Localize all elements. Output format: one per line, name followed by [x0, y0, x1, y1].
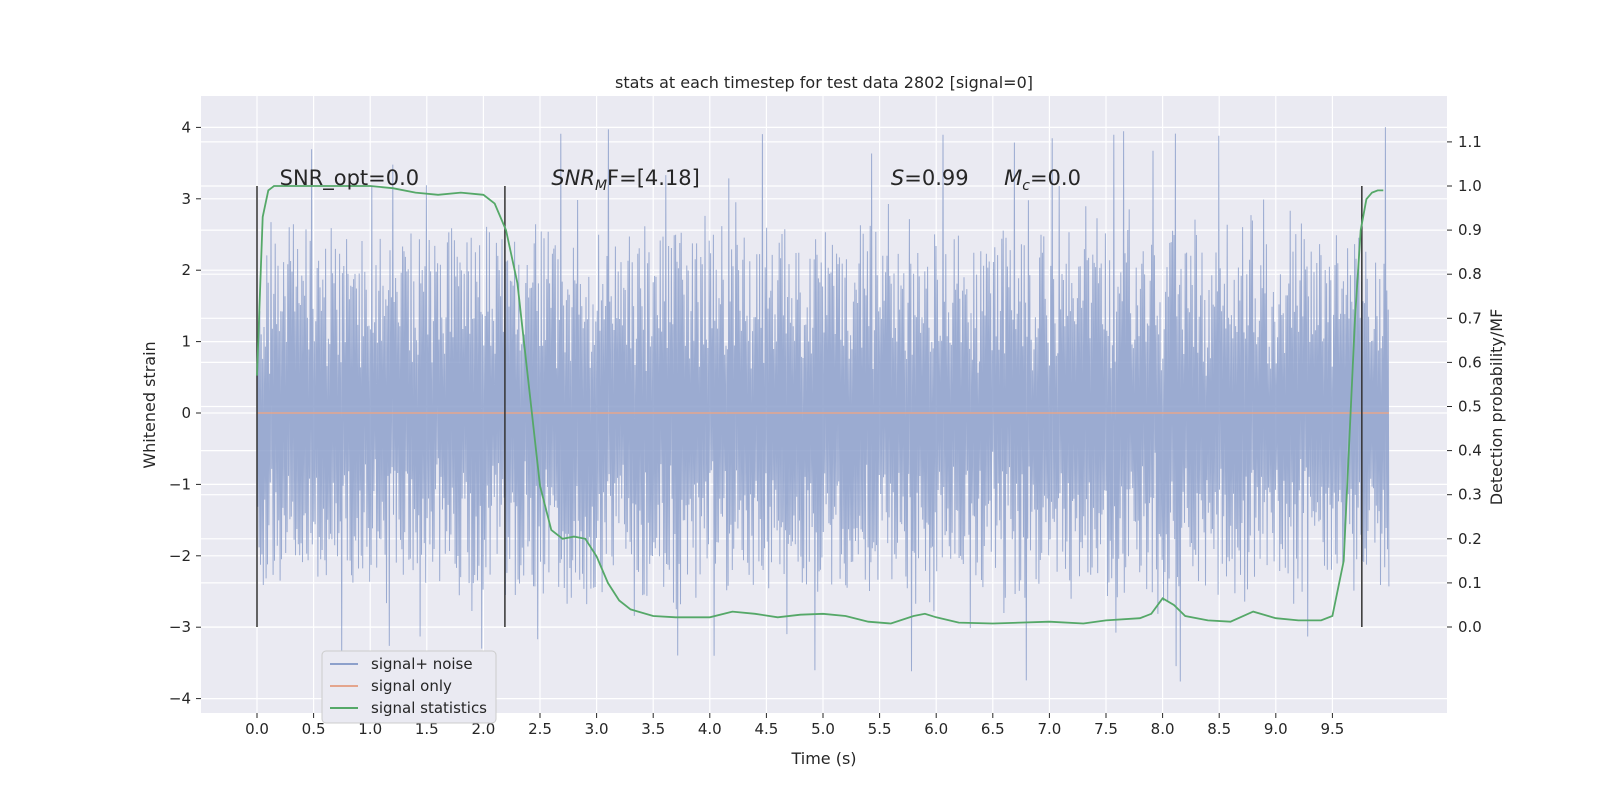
x-tick-label: 6.0 — [924, 720, 948, 738]
x-tick-label: 2.5 — [528, 720, 552, 738]
x-tick-label: 0.0 — [245, 720, 269, 738]
legend-label-statistics: signal statistics — [371, 699, 487, 717]
x-tick-label: 8.5 — [1207, 720, 1231, 738]
x-tick-labels: 0.0 0.5 1.0 1.5 2.0 2.5 3.0 3.5 4.0 4.5 5.0 5.5 6.0 6… — [245, 713, 1344, 738]
x-tick-label: 0.5 — [302, 720, 326, 738]
y-right-tick-label: 1.0 — [1458, 177, 1482, 195]
y-right-tick-label: 0.0 — [1458, 618, 1482, 636]
annotations: SNR_opt=0.0 SNRMF=[4.18] S=0.99 Mc=0.0 — [280, 166, 1081, 194]
x-tick-label: 8.0 — [1151, 720, 1175, 738]
legend-box — [321, 650, 497, 724]
y-tick-labels: 4 3 2 1 0 −1 −2 −3 −4 — [169, 118, 201, 708]
legend-label-signal-only: signal only — [371, 677, 452, 695]
y-tick-label: −1 — [169, 475, 191, 493]
vertical-markers — [256, 186, 1363, 627]
y-right-tick-label: 0.4 — [1458, 442, 1482, 460]
series-signal-noise — [256, 127, 1390, 682]
y-tick-label: −4 — [169, 690, 191, 708]
x-tick-label: 4.0 — [698, 720, 722, 738]
annotation-value: F=[4.18] — [607, 166, 700, 190]
annotation-symbol: S — [891, 166, 904, 190]
annotation-1: SNRMF=[4.18] — [551, 166, 700, 194]
y-right-tick-label: 0.3 — [1458, 486, 1482, 504]
y-right-tick-label: 0.5 — [1458, 398, 1482, 416]
x-tick-label: 7.5 — [1094, 720, 1118, 738]
x-tick-label: 9.0 — [1264, 720, 1288, 738]
y-right-tick-label: 0.9 — [1458, 221, 1482, 239]
y-right-tick-label: 0.1 — [1458, 574, 1482, 592]
y-right-tick-label: 0.2 — [1458, 530, 1482, 548]
annotation-symbol: M — [1004, 166, 1022, 190]
y-right-tick-label: 0.6 — [1458, 353, 1482, 371]
x-tick-label: 3.0 — [585, 720, 609, 738]
x-tick-label: 1.5 — [415, 720, 439, 738]
y-tick-label: 3 — [181, 190, 191, 208]
y-right-tick-labels: 1.1 1.0 0.9 0.8 0.7 0.6 0.5 0.4 0.3 0.2 0.1 0.0 — [1447, 133, 1482, 636]
x-tick-label: 3.5 — [641, 720, 665, 738]
x-tick-label: 7.0 — [1037, 720, 1061, 738]
noise-trace — [256, 127, 1390, 682]
x-tick-label: 4.5 — [754, 720, 778, 738]
y-right-tick-label: 0.8 — [1458, 265, 1482, 283]
x-tick-label: 2.0 — [471, 720, 495, 738]
statistics-curve — [256, 185, 1384, 625]
annotation-2: S=0.99 — [891, 166, 969, 190]
y-tick-label: 0 — [181, 404, 191, 422]
series-signal-statistics — [256, 185, 1384, 625]
y-tick-label: 4 — [181, 118, 191, 136]
annotation-symbol: SNR — [551, 166, 595, 190]
legend-label-noise: signal+ noise — [371, 655, 473, 673]
legend: signal+ noise signal only signal statist… — [321, 650, 497, 724]
annotation-value: =0.99 — [904, 166, 968, 190]
annotation-0: SNR_opt=0.0 — [280, 166, 420, 191]
y-right-axis-label: Detection probability/MF — [1487, 309, 1506, 506]
y-tick-label: −3 — [169, 618, 191, 636]
x-tick-label: 5.0 — [811, 720, 835, 738]
x-tick-label: 5.5 — [868, 720, 892, 738]
y-axis-label: Whitened strain — [140, 341, 159, 468]
x-tick-label: 6.5 — [981, 720, 1005, 738]
chart-title: stats at each timestep for test data 280… — [615, 73, 1033, 92]
y-right-tick-label: 0.7 — [1458, 309, 1482, 327]
x-tick-label: 9.5 — [1320, 720, 1344, 738]
y-tick-label: −2 — [169, 547, 191, 565]
annotation-value: =0.0 — [1030, 166, 1081, 190]
y-right-tick-label: 1.1 — [1458, 133, 1482, 151]
x-tick-label: 1.0 — [358, 720, 382, 738]
annotation-subscript: c — [1022, 178, 1030, 194]
x-axis-label: Time (s) — [790, 749, 856, 768]
y-tick-label: 1 — [181, 333, 191, 351]
y-tick-label: 2 — [181, 261, 191, 279]
annotation-subscript: M — [595, 178, 607, 194]
annotation-3: Mc=0.0 — [1004, 166, 1081, 194]
